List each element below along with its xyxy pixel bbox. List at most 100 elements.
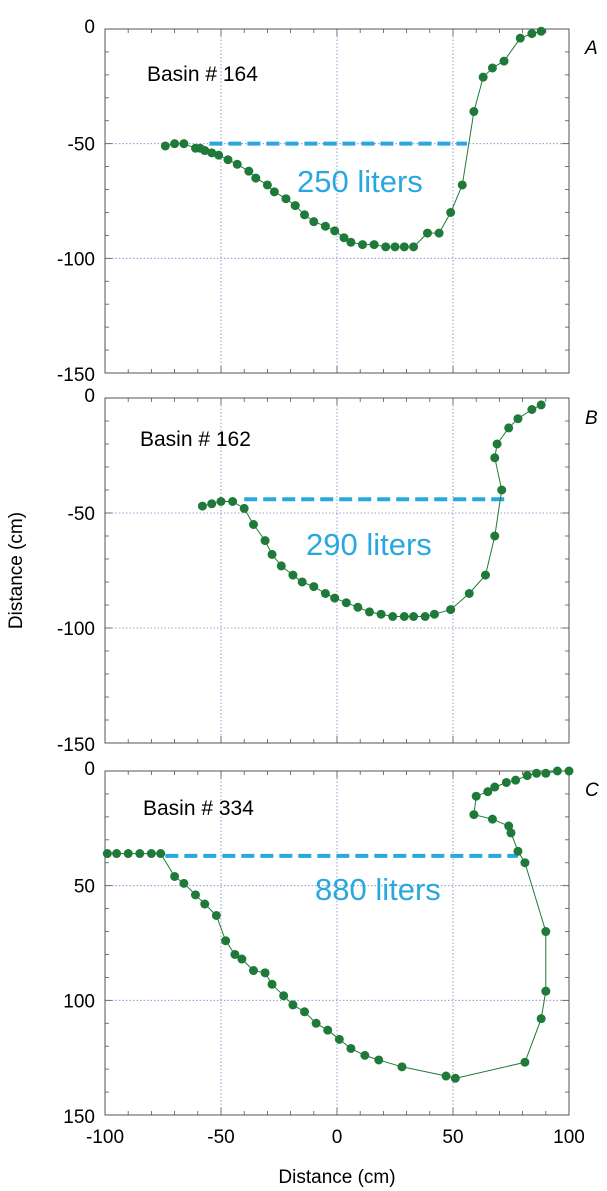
data-point bbox=[446, 605, 455, 614]
data-point bbox=[240, 504, 249, 513]
y-tick-label: -100 bbox=[57, 619, 95, 640]
x-tick-label: -50 bbox=[207, 1127, 234, 1148]
data-point bbox=[261, 968, 270, 977]
y-tick-label: -150 bbox=[57, 735, 95, 756]
data-point bbox=[300, 1007, 309, 1016]
basin-title-a: Basin # 164 bbox=[147, 63, 258, 86]
data-point bbox=[237, 955, 246, 964]
data-point bbox=[516, 34, 525, 43]
data-point bbox=[381, 242, 390, 251]
profile-line-b bbox=[202, 405, 541, 617]
data-point bbox=[288, 571, 297, 580]
data-point bbox=[298, 578, 307, 587]
data-point bbox=[537, 1014, 546, 1023]
x-tick-label: 100 bbox=[553, 1127, 585, 1148]
data-point bbox=[179, 879, 188, 888]
data-point bbox=[370, 240, 379, 249]
data-point bbox=[124, 849, 133, 858]
basin-title-c: Basin # 334 bbox=[143, 797, 254, 820]
y-tick-label: 0 bbox=[84, 759, 95, 780]
panel-letter-a: A bbox=[584, 38, 598, 59]
data-point bbox=[309, 582, 318, 591]
data-point bbox=[335, 1035, 344, 1044]
data-point bbox=[365, 607, 374, 616]
data-point bbox=[321, 589, 330, 598]
data-point bbox=[233, 160, 242, 169]
data-point bbox=[377, 610, 386, 619]
data-point bbox=[342, 598, 351, 607]
data-point bbox=[553, 767, 562, 776]
data-point bbox=[504, 822, 513, 831]
data-point bbox=[409, 242, 418, 251]
data-point bbox=[523, 771, 532, 780]
data-point bbox=[112, 849, 121, 858]
data-point bbox=[321, 222, 330, 231]
data-point bbox=[191, 890, 200, 899]
data-point bbox=[221, 936, 230, 945]
data-point bbox=[511, 776, 520, 785]
data-point bbox=[346, 238, 355, 247]
data-point bbox=[472, 792, 481, 801]
data-point bbox=[391, 242, 400, 251]
data-point bbox=[541, 927, 550, 936]
data-point bbox=[135, 849, 144, 858]
data-point bbox=[451, 1074, 460, 1083]
data-point bbox=[465, 589, 474, 598]
data-point bbox=[212, 911, 221, 920]
data-point bbox=[497, 486, 506, 495]
data-point bbox=[500, 57, 509, 66]
data-point bbox=[217, 497, 226, 506]
y-tick-label: -100 bbox=[57, 249, 95, 270]
y-tick-label: 0 bbox=[84, 386, 95, 407]
data-point bbox=[312, 1019, 321, 1028]
data-point bbox=[223, 155, 232, 164]
y-axis-title: Distance (cm) bbox=[6, 512, 27, 629]
data-point bbox=[228, 497, 237, 506]
y-tick-label: -150 bbox=[57, 365, 95, 386]
data-point bbox=[200, 900, 209, 909]
data-point bbox=[488, 815, 497, 824]
data-point bbox=[481, 571, 490, 580]
data-point bbox=[541, 769, 550, 778]
data-point bbox=[537, 27, 546, 36]
volume-label-a: 250 liters bbox=[297, 164, 423, 199]
y-tick-label: 150 bbox=[63, 1107, 95, 1128]
data-point bbox=[400, 612, 409, 621]
data-point bbox=[309, 217, 318, 226]
x-tick-label: -100 bbox=[86, 1127, 124, 1148]
data-point bbox=[421, 612, 430, 621]
data-point bbox=[360, 1051, 369, 1060]
data-point bbox=[156, 849, 165, 858]
data-point bbox=[520, 858, 529, 867]
data-point bbox=[251, 174, 260, 183]
data-point bbox=[527, 29, 536, 38]
data-point bbox=[502, 778, 511, 787]
y-tick-label: 0 bbox=[84, 17, 95, 38]
data-point bbox=[261, 536, 270, 545]
basin-title-b: Basin # 162 bbox=[140, 428, 251, 451]
data-point bbox=[249, 966, 258, 975]
data-point bbox=[565, 767, 574, 776]
data-point bbox=[170, 139, 179, 148]
data-point bbox=[520, 1058, 529, 1067]
data-point bbox=[527, 405, 536, 414]
y-tick-label: -50 bbox=[68, 135, 95, 156]
volume-label-b: 290 liters bbox=[306, 527, 432, 562]
y-tick-label: 100 bbox=[63, 991, 95, 1012]
data-point bbox=[277, 561, 286, 570]
data-point bbox=[330, 594, 339, 603]
data-point bbox=[435, 229, 444, 238]
data-point bbox=[330, 226, 339, 235]
data-point bbox=[281, 194, 290, 203]
x-tick-label: 0 bbox=[332, 1127, 343, 1148]
data-point bbox=[541, 987, 550, 996]
data-point bbox=[103, 849, 112, 858]
data-point bbox=[207, 499, 216, 508]
data-point bbox=[446, 208, 455, 217]
data-point bbox=[400, 242, 409, 251]
data-point bbox=[353, 603, 362, 612]
data-point bbox=[288, 1000, 297, 1009]
x-axis-title: Distance (cm) bbox=[278, 1167, 395, 1188]
data-point bbox=[346, 1044, 355, 1053]
